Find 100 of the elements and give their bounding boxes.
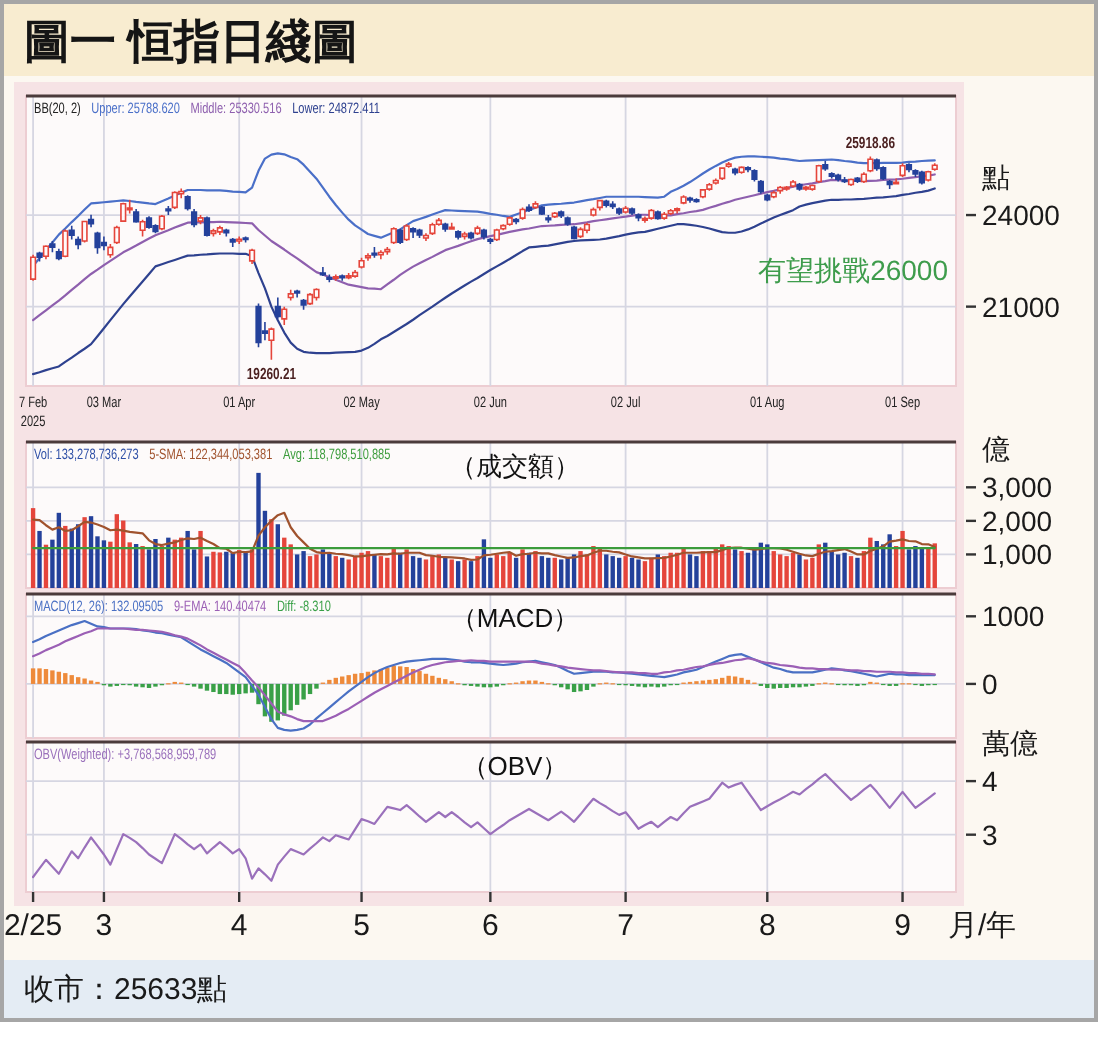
candlestick [918, 169, 925, 186]
candlestick [648, 208, 655, 221]
candlestick [912, 168, 919, 178]
candlestick [281, 305, 288, 326]
candlestick [603, 198, 610, 209]
candlestick [152, 223, 159, 235]
bar [726, 675, 731, 684]
candlestick [306, 292, 314, 306]
bar [417, 671, 422, 684]
y-tick-label: 24000 [982, 199, 1061, 232]
candlestick [100, 235, 108, 251]
x-tick-label: 9 [894, 909, 911, 943]
candlestick [583, 221, 591, 235]
bar [501, 556, 506, 588]
bar [842, 552, 847, 588]
candlestick [892, 177, 900, 186]
candlestick [674, 206, 681, 215]
candlestick [667, 208, 674, 216]
bar [926, 548, 931, 588]
bar [623, 556, 628, 588]
annotation: 有望挑戰26000 [758, 254, 949, 286]
bar [507, 552, 512, 588]
bar [224, 551, 229, 588]
candlestick [577, 226, 584, 239]
candlestick [513, 217, 520, 226]
candlestick [358, 256, 365, 270]
bar [739, 551, 744, 588]
bar [378, 556, 384, 588]
candlestick [860, 171, 868, 184]
candlestick [796, 182, 803, 192]
bar [629, 557, 635, 588]
y-tick-label: 3,000 [982, 471, 1053, 504]
candlestick [654, 209, 661, 221]
chart-title: （MACD） [450, 603, 580, 633]
candlestick [635, 212, 642, 222]
bar [578, 551, 583, 588]
bar [224, 683, 229, 695]
bar [777, 554, 783, 588]
candlestick [268, 326, 275, 361]
y-tick-label: 0 [982, 667, 998, 700]
candlestick [75, 235, 82, 251]
bar [468, 561, 474, 588]
candlestick [120, 202, 127, 223]
candlestick [828, 171, 835, 180]
bar [520, 549, 525, 588]
candlestick [706, 182, 713, 192]
chart-title: （OBV） [461, 751, 569, 781]
candlestick [616, 206, 623, 216]
bar [346, 675, 351, 684]
y-tick-label: 1,000 [982, 538, 1053, 571]
bar [913, 546, 918, 588]
candlestick [545, 214, 552, 224]
bar [604, 554, 609, 588]
candlestick [532, 200, 539, 210]
x-tick-label: 3 [95, 909, 113, 943]
candlestick [94, 231, 101, 255]
bar [443, 557, 448, 588]
bar [217, 552, 223, 588]
candlestick [409, 226, 417, 239]
candlestick [770, 189, 777, 200]
bar [423, 559, 429, 588]
candlestick [474, 224, 481, 236]
candlestick [435, 217, 442, 227]
bar [75, 677, 81, 684]
bar [546, 557, 551, 588]
chart-title: （成交額） [450, 451, 580, 481]
bar [649, 557, 654, 588]
candlestick [751, 168, 758, 183]
candlestick [519, 206, 526, 221]
candlestick [809, 183, 816, 192]
bar [327, 552, 332, 588]
bar [256, 472, 261, 588]
bar [462, 559, 467, 588]
bar [906, 549, 912, 588]
candlestick [248, 247, 256, 265]
bar [855, 557, 860, 588]
candlestick [197, 214, 204, 226]
candlestick [789, 179, 797, 189]
candlestick [345, 272, 352, 280]
candlestick [686, 195, 694, 204]
bar [559, 559, 564, 588]
bar [211, 683, 216, 693]
candlestick [36, 250, 43, 263]
candlestick [332, 273, 339, 282]
y-tick-label: 21000 [982, 290, 1061, 323]
bar [385, 557, 390, 588]
y-tick-label: 1000 [982, 600, 1045, 633]
bar [204, 683, 210, 691]
candlestick [455, 229, 462, 241]
bar [63, 673, 68, 684]
bar [835, 554, 841, 588]
candlestick [822, 160, 829, 172]
bar [430, 675, 435, 684]
bar [745, 552, 751, 588]
candlestick [564, 215, 571, 227]
bar [868, 537, 873, 588]
bar [185, 530, 190, 588]
x-tick-label: 6 [482, 909, 499, 943]
bar [314, 683, 319, 689]
candlestick [351, 269, 359, 279]
